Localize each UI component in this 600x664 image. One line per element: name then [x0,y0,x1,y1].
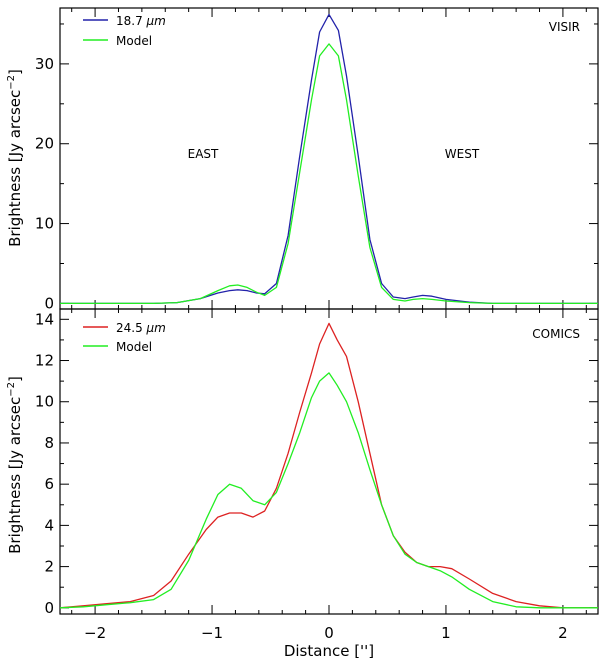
series-line-model [60,43,598,305]
y-tick-label: 10 [35,393,54,411]
instrument-label: COMICS [532,327,580,341]
legend: 24.5 μm Model [83,321,166,354]
y-tick-marks [60,318,598,609]
series-line-observed [59,322,598,609]
y-axis-label: Brightness [Jy arcsec−2] [6,376,24,554]
plot-frame [59,308,599,615]
y-tick-label: 20 [35,135,54,153]
y-tick-label: 8 [44,434,54,452]
plot-frame [59,7,599,310]
y-tick-marks [60,23,598,304]
y-tick-label: 2 [44,558,54,576]
x-tick-labels: −2 −1 0 1 2 [84,624,568,642]
y-tick-label: 6 [44,475,54,493]
x-tick-label: 2 [558,624,568,642]
y-tick-label: 0 [44,599,54,617]
series-lines [60,13,598,305]
y-tick-label: 0 [44,294,54,312]
legend-label-18um: 18.7 μm [116,14,166,28]
instrument-label: VISIR [549,20,580,34]
x-tick-marks [71,309,587,614]
series-lines [59,322,598,609]
series-line-observed [60,13,598,305]
legend-label-model: Model [116,340,152,354]
y-tick-label: 14 [35,310,54,328]
x-tick-label: 1 [441,624,451,642]
legend: 18.7 μm Model [83,14,166,48]
west-label: WEST [445,147,480,161]
legend-label-model: Model [116,34,152,48]
x-tick-marks [71,8,587,309]
y-tick-label: 4 [44,516,54,534]
x-tick-label: −2 [84,624,106,642]
visir-panel: 0 10 20 30 18.7 μm Model VISIR EAST WEST Br… [6,7,599,313]
y-tick-labels: 0 2 4 6 8 10 12 14 [35,310,54,617]
east-label: EAST [188,147,219,161]
y-tick-label: 30 [35,55,54,73]
y-tick-labels: 0 10 20 30 [35,55,54,313]
x-tick-label: −1 [201,624,223,642]
x-axis-label: Distance [''] [284,642,374,660]
x-tick-label: 0 [324,624,334,642]
y-axis-label: Brightness [Jy arcsec−2] [6,69,24,247]
series-line-model [59,372,598,609]
y-tick-label: 12 [35,352,54,370]
legend-label-24um: 24.5 μm [116,321,166,335]
y-tick-label: 10 [35,215,54,233]
